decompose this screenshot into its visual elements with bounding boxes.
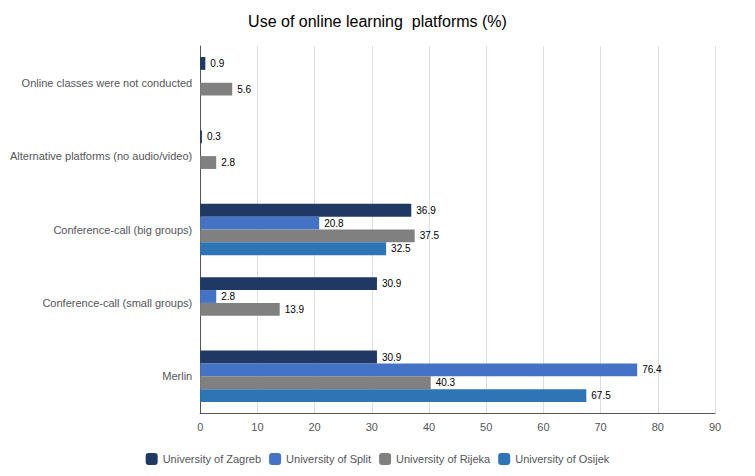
svg-text:10: 10 [251,421,263,433]
svg-text:60: 60 [537,421,549,433]
svg-text:Merlin: Merlin [162,370,192,382]
svg-text:36.9: 36.9 [416,205,436,216]
svg-text:0: 0 [197,421,203,433]
svg-text:30.9: 30.9 [382,352,402,363]
svg-text:32.5: 32.5 [391,243,411,254]
svg-text:90: 90 [709,421,721,433]
svg-text:13.9: 13.9 [285,304,305,315]
svg-text:40.3: 40.3 [436,377,456,388]
svg-text:Use of online learning platfo: Use of online learning platforms (%) [248,13,507,30]
svg-text:30.9: 30.9 [382,278,402,289]
svg-text:30: 30 [366,421,378,433]
svg-text:Alternative platforms (no audi: Alternative platforms (no audio/video) [10,150,192,162]
svg-text:20.8: 20.8 [324,218,344,229]
svg-text:University of Rijeka: University of Rijeka [396,453,491,465]
svg-text:80: 80 [652,421,664,433]
svg-text:University of Osijek: University of Osijek [515,453,610,465]
svg-text:70: 70 [594,421,606,433]
svg-text:University of Zagreb: University of Zagreb [163,453,261,465]
svg-text:76.4: 76.4 [642,364,662,375]
svg-text:5.6: 5.6 [237,84,251,95]
svg-text:37.5: 37.5 [420,230,440,241]
svg-text:40: 40 [423,421,435,433]
svg-text:Online classes were not conduc: Online classes were not conducted [22,77,193,89]
svg-text:50: 50 [480,421,492,433]
svg-text:2.8: 2.8 [221,291,235,302]
svg-text:20: 20 [308,421,320,433]
svg-text:Conference-call (small groups): Conference-call (small groups) [42,297,192,309]
svg-text:Conference-call (big groups): Conference-call (big groups) [53,224,192,236]
svg-text:University of Split: University of Split [286,453,371,465]
svg-text:0.3: 0.3 [207,131,221,142]
svg-text:67.5: 67.5 [591,390,611,401]
svg-text:0.9: 0.9 [210,58,224,69]
svg-text:2.8: 2.8 [221,157,235,168]
